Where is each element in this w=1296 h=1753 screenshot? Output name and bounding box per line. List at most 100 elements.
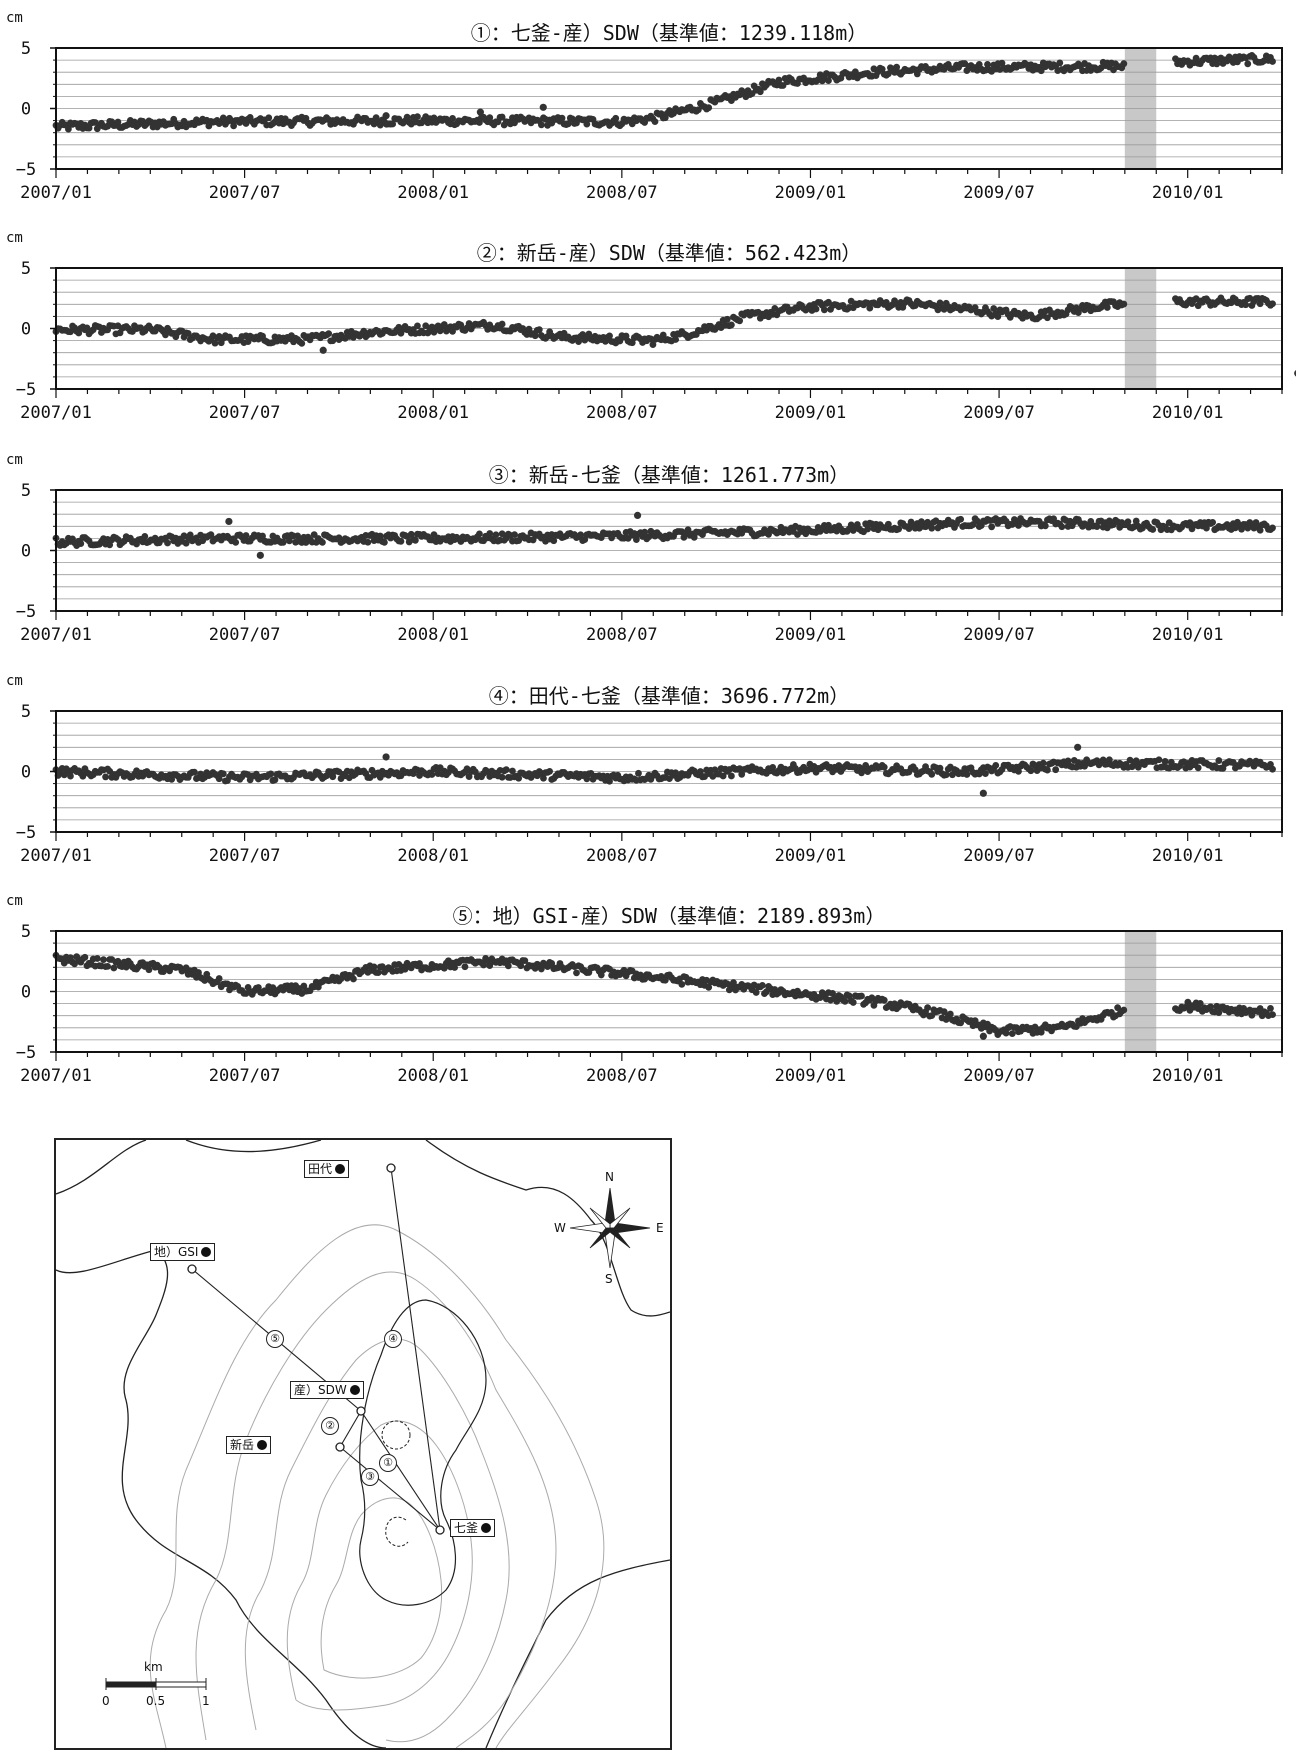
data-point [230, 122, 238, 130]
y-tick-label: −5 [16, 823, 36, 843]
outlier-point [979, 1032, 987, 1040]
y-tick-label: 0 [21, 983, 31, 1003]
data-point [517, 962, 525, 970]
data-point [957, 515, 965, 523]
x-tick-label: 2008/07 [586, 846, 658, 866]
data-point [141, 533, 149, 540]
data-point [684, 526, 692, 534]
data-point [884, 70, 892, 78]
data-point [1037, 67, 1045, 75]
data-point [880, 996, 888, 1004]
data-point [110, 964, 118, 972]
data-point [77, 540, 85, 547]
x-tick-label: 2009/07 [963, 183, 1035, 203]
data-point [820, 306, 828, 314]
data-point [1244, 60, 1252, 68]
data-point [841, 997, 849, 1005]
data-point [1124, 518, 1132, 526]
data-point [758, 982, 766, 989]
data-point [612, 114, 620, 122]
station-label-nanagama: 七釜 [450, 1519, 496, 1537]
y-tick-label: 5 [21, 259, 31, 279]
baseline-number-2: ② [321, 1417, 339, 1435]
chart-title: ④：田代-七釜（基準値：3696.772m） [489, 684, 849, 708]
data-point [988, 523, 996, 531]
x-tick-label: 2009/01 [775, 846, 847, 866]
data-point [325, 330, 333, 338]
x-tick-label: 2007/01 [20, 625, 92, 645]
contour-2 [195, 1271, 557, 1748]
data-point [628, 339, 636, 347]
baseline-number-1: ① [379, 1454, 397, 1472]
station-name: 七釜 [454, 1521, 479, 1535]
y-tick-label: 5 [21, 39, 31, 59]
outlier-point [476, 108, 484, 116]
baseline-number-5: ⑤ [266, 1330, 284, 1348]
data-point [67, 772, 74, 780]
data-point [1058, 523, 1066, 531]
data-point [403, 113, 411, 121]
data-point [298, 340, 306, 347]
data-point [1041, 522, 1049, 530]
data-point [651, 118, 659, 126]
data-point [440, 964, 448, 972]
data-point [1192, 54, 1200, 62]
data-point [540, 774, 547, 782]
crater-rim [381, 1420, 411, 1450]
data-point [924, 1004, 932, 1012]
x-tick-label: 2009/01 [775, 183, 847, 203]
contour-4 [286, 1420, 473, 1711]
data-point [1256, 300, 1264, 308]
data-point [509, 767, 516, 775]
y-axis-unit-label: cm [6, 893, 23, 909]
data-point [182, 539, 190, 547]
data-point [492, 531, 500, 539]
chart-title: ①：七釜-産）SDW（基準値：1239.118m） [471, 21, 868, 45]
data-point [705, 104, 713, 112]
station-markers [187, 1163, 445, 1535]
x-tick-label: 2007/01 [20, 846, 92, 866]
coastline [56, 1140, 670, 1748]
data-point [242, 532, 250, 539]
y-tick-label: 0 [21, 542, 31, 562]
data-point [498, 113, 506, 121]
data-point [100, 956, 107, 964]
data-point [414, 113, 421, 120]
data-point [546, 767, 554, 775]
data-point [858, 992, 865, 1000]
data-point [727, 321, 735, 329]
data-point [942, 771, 950, 779]
data-point [928, 770, 936, 778]
baseline-number-3: ③ [361, 1468, 379, 1486]
compass-icon [569, 1187, 651, 1269]
data-point [267, 770, 275, 778]
y-tick-label: −5 [16, 160, 36, 180]
data-point [232, 538, 240, 546]
data-point [641, 528, 649, 536]
outlier-point [319, 346, 327, 354]
data-point [982, 770, 989, 777]
data-point [1155, 756, 1163, 764]
station-label-gsi: 地）GSI [150, 1243, 216, 1261]
station-dot-icon [201, 1247, 212, 1257]
data-point [963, 771, 971, 778]
data-point [64, 125, 72, 133]
station-map: 田代 地）GSI 産）SDW 新岳 七釜 ① ② ③ ④ ⑤ N S E W k… [54, 1138, 672, 1750]
data-point [411, 536, 419, 544]
x-tick-label: 2008/01 [397, 183, 469, 203]
data-point [895, 525, 903, 533]
x-tick-label: 2008/01 [397, 625, 469, 645]
data-point [480, 961, 487, 969]
outlier-point [1074, 743, 1082, 751]
data-point [723, 315, 731, 323]
x-tick-label: 2009/07 [963, 625, 1035, 645]
x-tick-label: 2007/07 [209, 183, 281, 203]
data-point [765, 530, 772, 538]
data-point [1052, 766, 1060, 774]
data-point [606, 777, 613, 785]
outlier-point [382, 112, 390, 120]
data-point [190, 768, 198, 776]
data-point [535, 326, 543, 334]
data-point [1215, 1009, 1223, 1017]
data-point [1120, 1006, 1128, 1014]
